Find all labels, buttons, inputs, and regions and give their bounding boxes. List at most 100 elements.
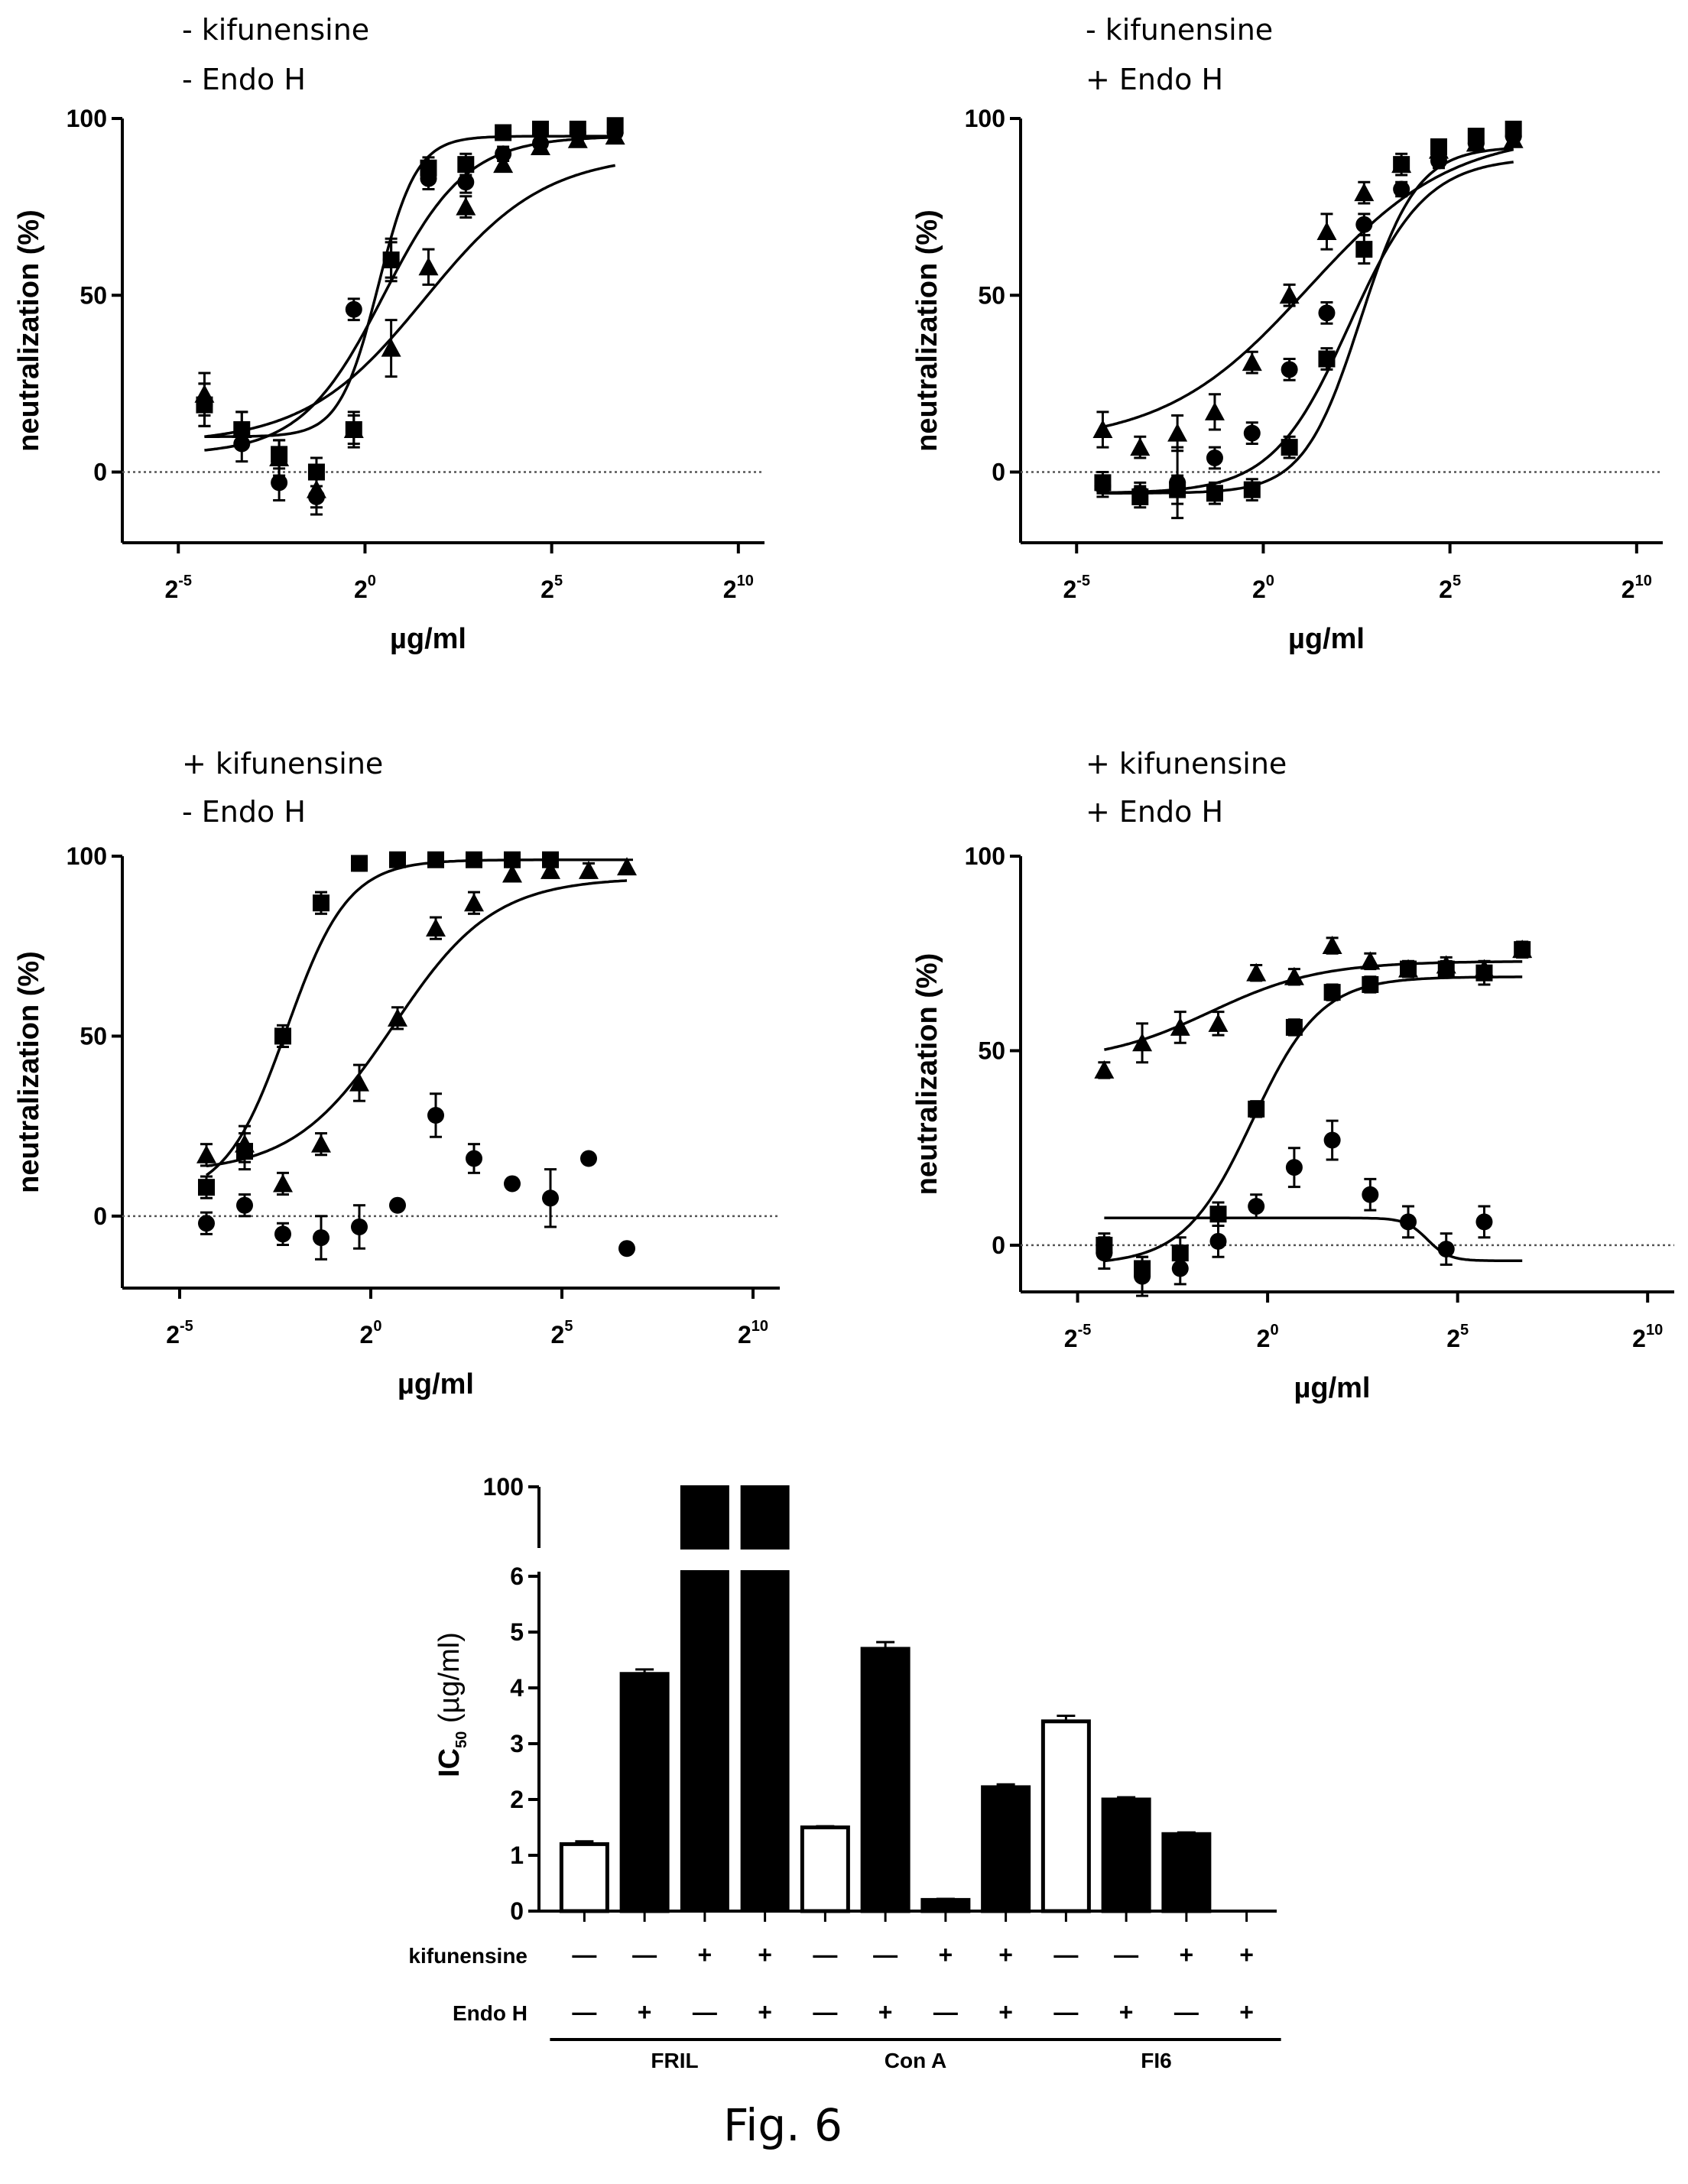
panel-title-endo-h: - Endo H: [182, 63, 306, 96]
data-point-square: [1355, 241, 1373, 258]
x-tick-base: 2: [1257, 1325, 1271, 1352]
x-tick-label: 20: [1257, 1322, 1279, 1352]
x-tick-label: 2-5: [166, 1318, 193, 1348]
data-point-triangle: [311, 1134, 331, 1153]
data-point-circle: [1393, 180, 1410, 198]
panel-title-endo-h: + Endo H: [1086, 63, 1223, 96]
x-tick-exponent: 5: [1460, 1322, 1469, 1339]
data-point-circle: [466, 1150, 482, 1167]
data-point-square: [427, 851, 444, 868]
data-point-circle: [1171, 1260, 1189, 1277]
data-point-triangle: [1279, 285, 1300, 304]
data-point-square: [1209, 1206, 1227, 1223]
series-square: [198, 851, 627, 1199]
bar-upper-segment: [680, 1485, 729, 1550]
x-tick-base: 2: [166, 1321, 180, 1348]
data-point-circle: [457, 174, 475, 191]
panel-title-kifunensine: + kifunensine: [1086, 747, 1287, 780]
endo-h-symbol: +: [1239, 1998, 1254, 2026]
fit-curve: [206, 879, 628, 1168]
data-point-circle: [351, 1218, 368, 1235]
row-label-endo-h: Endo H: [453, 2001, 528, 2025]
bar: [559, 1842, 609, 1913]
bar: [800, 1825, 850, 1913]
fit-curve: [1102, 148, 1514, 429]
data-point-square: [389, 851, 406, 868]
panel-title-endo-h: - Endo H: [182, 795, 306, 829]
y-axis-label: neutralization (%): [13, 951, 45, 1193]
fit-curve: [1104, 960, 1523, 1051]
endo-h-symbol: —: [933, 1998, 958, 2026]
data-point-triangle: [418, 257, 439, 276]
data-point-triangle: [235, 1134, 255, 1153]
x-tick-label: 20: [354, 573, 376, 603]
data-point-circle: [1094, 478, 1112, 495]
data-point-square: [198, 1179, 215, 1196]
data-point-triangle: [1466, 133, 1486, 152]
y-tick-label: 50: [80, 1022, 107, 1050]
x-tick-base: 2: [738, 1321, 751, 1348]
data-point-triangle: [269, 448, 290, 466]
y-tick-label: 50: [978, 1037, 1005, 1064]
group-label: Con A: [885, 2049, 946, 2072]
data-point-circle: [1285, 1159, 1303, 1176]
data-point-square: [1206, 485, 1223, 502]
data-point-triangle: [1322, 936, 1342, 955]
y-axis-label: neutralization (%): [911, 953, 943, 1196]
x-tick-label: 25: [1439, 573, 1461, 603]
y-tick-label: 0: [93, 1202, 107, 1230]
data-point-circle: [1131, 485, 1149, 502]
data-point-triangle: [540, 860, 560, 879]
bar-lower-segment: [740, 1570, 790, 1913]
x-tick-base: 2: [1446, 1325, 1460, 1352]
data-point-square: [351, 855, 368, 872]
endo-h-symbol: —: [813, 1998, 837, 2026]
y-label-main: IC: [433, 1748, 466, 1777]
fit-curve: [1102, 161, 1514, 495]
x-tick-label: 2-5: [1063, 573, 1090, 603]
endo-h-symbol: +: [758, 1998, 772, 2026]
data-point-circle: [618, 1240, 635, 1258]
y-tick-label: 3: [510, 1730, 524, 1757]
data-point-circle: [389, 1196, 406, 1214]
series-triangle: [194, 126, 625, 509]
data-point-triangle: [1094, 1060, 1115, 1079]
y-tick-label: 0: [510, 1897, 524, 1925]
x-tick-exponent: 10: [737, 573, 754, 589]
data-point-triangle: [579, 860, 599, 879]
endo-h-symbol: —: [1174, 1998, 1199, 2026]
y-tick-label: 50: [80, 281, 107, 309]
bar-lower-segment: [680, 1570, 729, 1913]
x-tick-exponent: -5: [180, 1318, 193, 1335]
data-point-triangle: [1170, 1017, 1190, 1036]
kifunensine-symbol: —: [1053, 1941, 1078, 1968]
data-point-square: [466, 851, 482, 868]
kifunensine-symbol: —: [632, 1941, 657, 1968]
fit-curve: [204, 164, 616, 438]
data-point-triangle: [1130, 437, 1151, 456]
kifunensine-symbol: —: [873, 1941, 898, 1968]
data-point-circle: [504, 1175, 521, 1193]
x-tick-base: 2: [723, 576, 737, 603]
data-point-triangle: [343, 420, 364, 438]
data-point-triangle: [1242, 352, 1262, 372]
endo-h-symbol: —: [1053, 1998, 1078, 2026]
row-label-kifunensine: kifunensine: [408, 1944, 528, 1968]
x-axis-label: µg/ml: [390, 623, 466, 655]
data-point-triangle: [194, 384, 215, 403]
data-point-triangle: [456, 196, 476, 216]
x-tick-label: 25: [540, 573, 563, 603]
data-point-circle: [1475, 1213, 1493, 1231]
data-point-circle: [427, 1107, 444, 1124]
x-tick-label: 2-5: [1064, 1322, 1092, 1352]
x-tick-label: 210: [723, 573, 754, 603]
data-point-circle: [580, 1150, 597, 1167]
data-point-circle: [236, 1196, 253, 1214]
series-triangle: [196, 857, 637, 1196]
data-point-square: [1281, 439, 1298, 456]
kifunensine-symbol: +: [1239, 1941, 1254, 1968]
data-point-triangle: [381, 338, 401, 357]
